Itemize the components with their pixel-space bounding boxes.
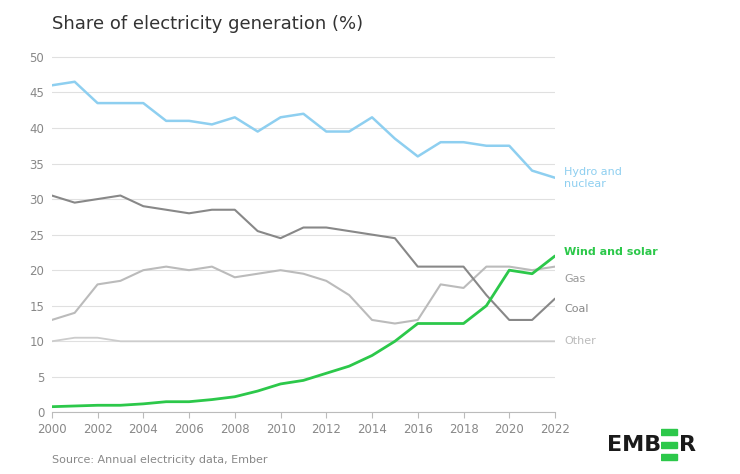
Bar: [661, 429, 678, 436]
Text: EMB: EMB: [607, 435, 661, 455]
Text: Wind and solar: Wind and solar: [564, 247, 658, 257]
Text: Share of electricity generation (%): Share of electricity generation (%): [52, 15, 363, 33]
Bar: [661, 454, 678, 460]
Bar: [661, 442, 678, 448]
Text: Hydro and
nuclear: Hydro and nuclear: [564, 166, 622, 189]
Text: Other: Other: [564, 336, 596, 346]
Text: Coal: Coal: [564, 304, 588, 314]
Text: Gas: Gas: [564, 274, 585, 284]
Text: R: R: [679, 435, 696, 455]
Text: Source: Annual electricity data, Ember: Source: Annual electricity data, Ember: [52, 455, 267, 465]
